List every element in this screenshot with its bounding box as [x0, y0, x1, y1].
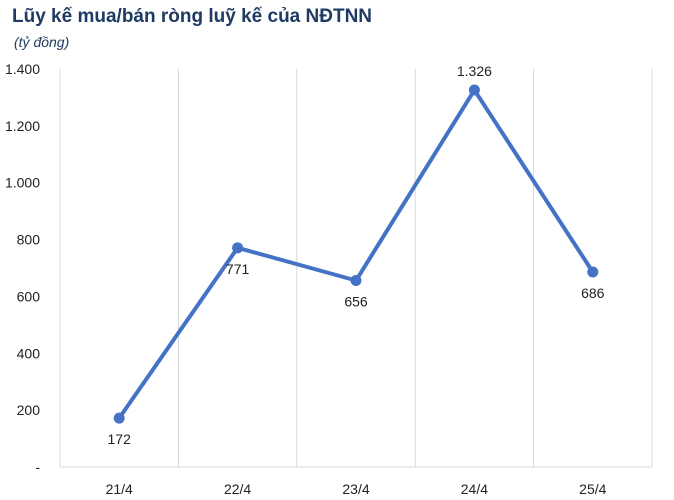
- data-label: 172: [108, 431, 132, 447]
- x-tick-label: 21/4: [106, 481, 133, 497]
- y-tick-label: -: [35, 459, 40, 475]
- chart-title: Lũy kế mua/bán ròng luỹ kế của NĐTNN: [12, 6, 373, 27]
- y-tick-label: 1.000: [5, 175, 40, 191]
- x-tick-label: 22/4: [224, 481, 251, 497]
- x-tick-label: 25/4: [579, 481, 606, 497]
- x-tick-label: 23/4: [342, 481, 369, 497]
- y-tick-label: 200: [17, 402, 41, 418]
- data-point: [468, 84, 480, 96]
- data-label: 656: [344, 294, 368, 310]
- data-point: [350, 275, 362, 287]
- chart-subtitle: (tỷ đồng): [14, 34, 70, 50]
- data-point: [113, 412, 125, 424]
- data-label: 1.326: [457, 63, 492, 79]
- y-tick-label: 800: [17, 232, 41, 248]
- y-tick-label: 600: [17, 288, 41, 304]
- data-point: [232, 242, 244, 254]
- series-line: [117, 88, 595, 421]
- y-tick-label: 400: [17, 345, 41, 361]
- x-tick-label: 24/4: [461, 481, 488, 497]
- y-tick-label: 1.400: [5, 61, 40, 77]
- data-label: 686: [581, 285, 605, 301]
- data-label: 771: [226, 261, 250, 277]
- data-point: [587, 266, 599, 278]
- y-tick-label: 1.200: [5, 118, 40, 134]
